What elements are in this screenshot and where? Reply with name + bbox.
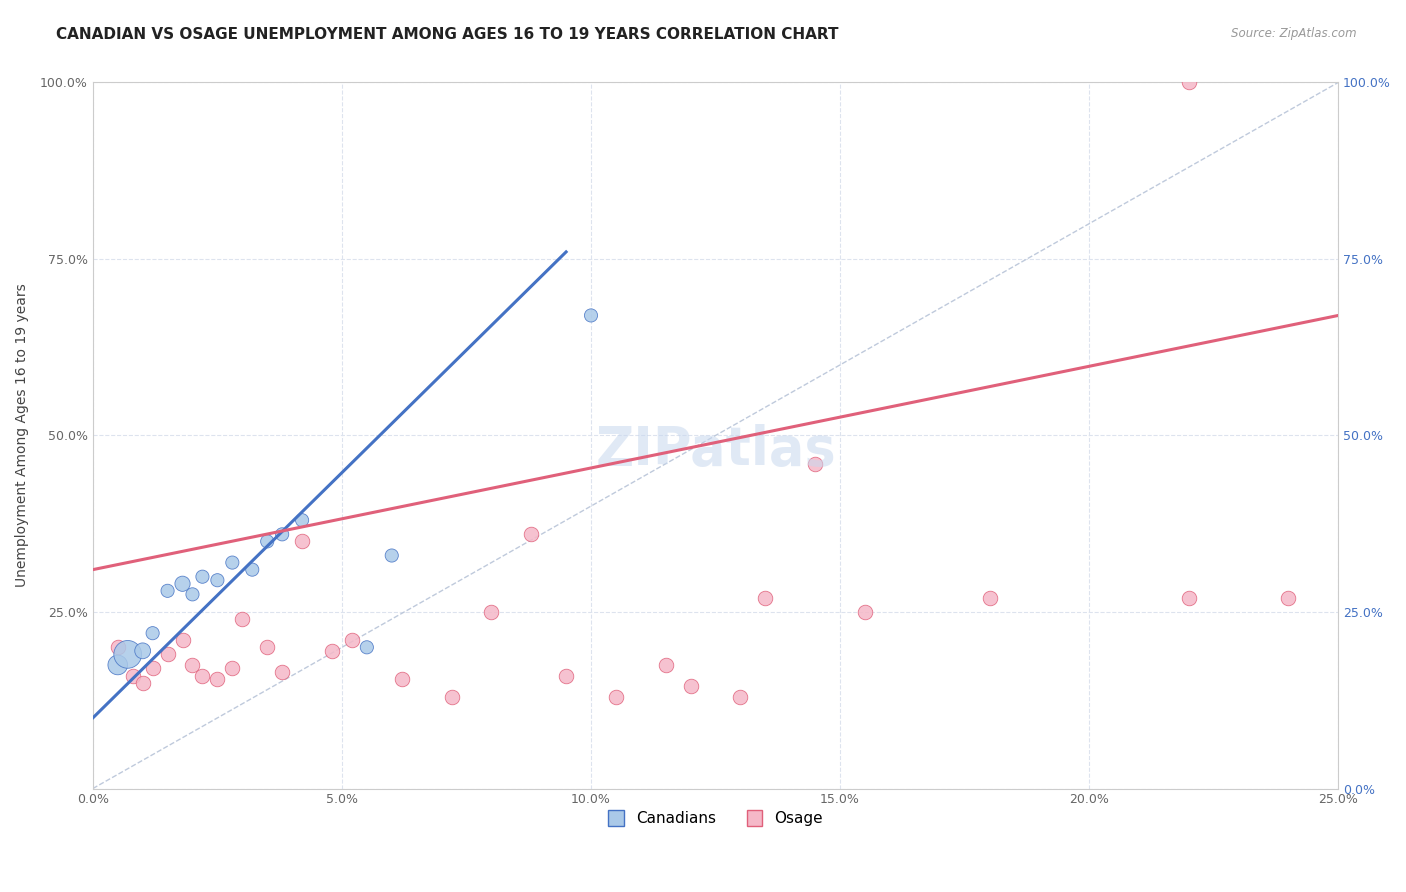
Point [679, 679, 702, 693]
Point [440, 690, 463, 704]
Text: Source: ZipAtlas.com: Source: ZipAtlas.com [1232, 27, 1357, 40]
Point [520, 527, 543, 541]
Point [754, 591, 776, 605]
Point [391, 672, 413, 686]
Point [340, 633, 363, 648]
Point [271, 665, 294, 679]
Point [291, 513, 314, 527]
Point [181, 587, 204, 601]
Point [479, 605, 502, 619]
Point [321, 644, 343, 658]
Point [191, 570, 214, 584]
Point [172, 576, 194, 591]
Point [256, 640, 278, 655]
Point [121, 668, 143, 682]
Point [231, 612, 253, 626]
Point [240, 563, 263, 577]
Point [142, 661, 165, 675]
Point [271, 527, 294, 541]
Point [131, 675, 153, 690]
Point [156, 648, 179, 662]
Point [853, 605, 876, 619]
Point [207, 573, 229, 587]
Text: ZIPatlas: ZIPatlas [595, 424, 837, 475]
Point [804, 457, 827, 471]
Point [107, 640, 129, 655]
Point [730, 690, 752, 704]
Point [381, 549, 404, 563]
Legend: Canadians, Osage: Canadians, Osage [600, 803, 831, 834]
Point [356, 640, 378, 655]
Text: CANADIAN VS OSAGE UNEMPLOYMENT AMONG AGES 16 TO 19 YEARS CORRELATION CHART: CANADIAN VS OSAGE UNEMPLOYMENT AMONG AGE… [56, 27, 839, 42]
Point [579, 309, 602, 323]
Point [207, 672, 229, 686]
Point [1178, 591, 1201, 605]
Point [117, 648, 139, 662]
Point [256, 534, 278, 549]
Point [181, 657, 204, 672]
Point [654, 657, 676, 672]
Point [979, 591, 1001, 605]
Point [191, 668, 214, 682]
Point [221, 661, 243, 675]
Point [555, 668, 578, 682]
Point [605, 690, 627, 704]
Point [131, 644, 153, 658]
Y-axis label: Unemployment Among Ages 16 to 19 years: Unemployment Among Ages 16 to 19 years [15, 284, 30, 587]
Point [221, 556, 243, 570]
Point [291, 534, 314, 549]
Point [172, 633, 194, 648]
Point [142, 626, 165, 640]
Point [156, 583, 179, 598]
Point [1178, 75, 1201, 89]
Point [1277, 591, 1299, 605]
Point [107, 657, 129, 672]
